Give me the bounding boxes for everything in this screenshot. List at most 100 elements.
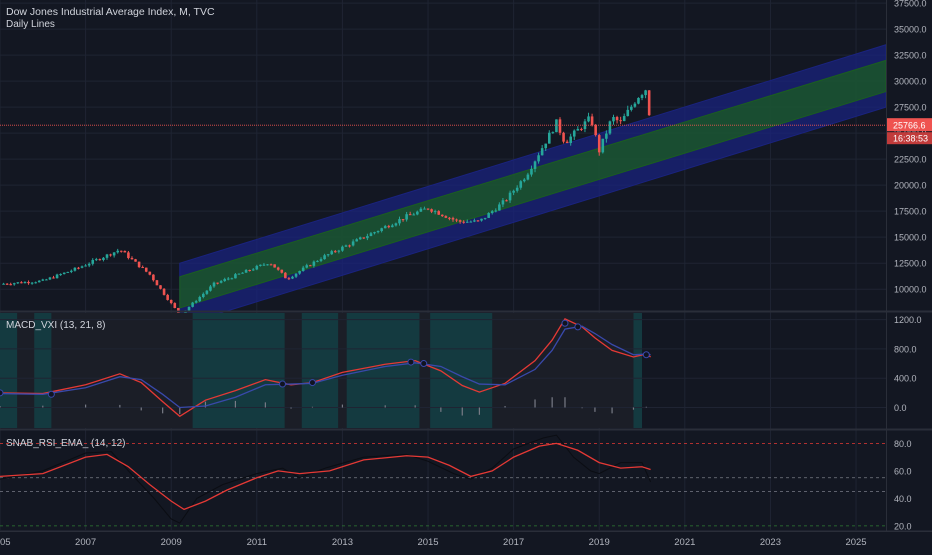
candle-body — [351, 241, 355, 246]
candle-body — [262, 264, 266, 266]
candle-body — [173, 303, 177, 308]
candle-body — [476, 220, 480, 222]
x-tick-label: 2025 — [845, 537, 866, 548]
candle-body — [405, 214, 408, 220]
candle-body — [383, 226, 387, 229]
macd-cross-marker — [308, 379, 316, 387]
candle-body — [362, 237, 366, 239]
macd-cross-marker — [0, 389, 4, 397]
candle-body — [191, 302, 194, 307]
candle-body — [419, 208, 423, 212]
candle-body — [444, 216, 448, 218]
rsi-y-tick-label: 20.0 — [894, 521, 912, 531]
candle-body — [84, 265, 87, 267]
candle-body — [341, 246, 344, 251]
candle-body — [301, 267, 305, 272]
candle-body — [394, 223, 398, 226]
candle-body — [391, 225, 394, 228]
candle-body — [547, 132, 551, 144]
candle-body — [62, 272, 66, 275]
candle-body — [119, 250, 123, 252]
candle-body — [230, 278, 234, 280]
candle-body — [216, 282, 219, 284]
candle-body — [205, 290, 209, 294]
candle-body — [408, 214, 412, 216]
candle-body — [473, 220, 476, 222]
candle-body — [633, 103, 637, 107]
macd-bull-shade — [192, 313, 285, 428]
macd-cross-marker — [642, 351, 650, 359]
candle-body — [433, 211, 437, 213]
candle-body — [12, 283, 16, 285]
candle-body — [187, 306, 191, 311]
candle-body — [91, 259, 95, 264]
candle-body — [276, 267, 280, 270]
candle-body — [130, 257, 134, 260]
overlay-label: Daily Lines — [6, 19, 55, 30]
candle-body — [241, 272, 244, 274]
candle-body — [512, 190, 515, 193]
candle-body — [48, 277, 52, 280]
candle-body — [505, 200, 508, 202]
macd-cross-marker — [420, 360, 428, 368]
macd-y-tick-label: 0.0 — [894, 403, 907, 413]
candle-body — [309, 265, 312, 267]
candle-body — [380, 228, 383, 232]
candle-body — [480, 218, 483, 221]
candle-body — [73, 267, 77, 271]
candle-body — [640, 95, 644, 98]
candle-body — [202, 293, 205, 297]
candle-body — [23, 282, 27, 284]
candle-body — [319, 259, 323, 261]
candle-body — [280, 269, 284, 273]
countdown-tag — [887, 132, 932, 145]
candle-body — [80, 266, 84, 268]
candle-body — [430, 209, 433, 212]
candle-body — [644, 90, 647, 96]
candle-body — [209, 286, 212, 291]
y-tick-label: 32500.0 — [894, 51, 927, 61]
candle-body — [562, 132, 565, 142]
candle-body — [544, 143, 548, 149]
macd-y-tick-label: 800.0 — [894, 344, 917, 354]
candle-body — [455, 219, 458, 221]
candle-body — [555, 119, 558, 133]
candle-body — [144, 267, 148, 272]
candle-body — [366, 236, 369, 239]
x-tick-label: 2015 — [417, 537, 438, 548]
candle-body — [41, 279, 45, 281]
candle-body — [255, 265, 259, 270]
candle-body — [498, 204, 501, 211]
candle-body — [34, 282, 37, 284]
candle-body — [490, 211, 494, 214]
macd-bull-shade — [633, 313, 643, 428]
candle-body — [565, 141, 569, 144]
macd-cross-marker — [278, 380, 286, 388]
y-tick-label: 30000.0 — [894, 77, 927, 87]
candle-body — [348, 245, 351, 247]
candle-body — [637, 97, 640, 104]
candle-body — [223, 279, 227, 282]
candle-body — [622, 116, 626, 122]
x-tick-label: 2005 — [0, 537, 11, 548]
candle-body — [540, 148, 544, 156]
candle-body — [569, 136, 572, 144]
candle-body — [127, 252, 130, 258]
candle-body — [630, 106, 633, 110]
candle-body — [20, 282, 23, 284]
candle-body — [287, 278, 291, 280]
countdown-label: 16:38:53 — [893, 134, 928, 144]
macd-indicator-title: MACD_VXI (13, 21, 8) — [6, 320, 106, 331]
x-tick-label: 2021 — [674, 537, 695, 548]
x-tick-label: 2017 — [503, 537, 524, 548]
rsi-y-tick-label: 60.0 — [894, 466, 912, 476]
candle-body — [494, 210, 498, 212]
candle-body — [212, 282, 216, 287]
candle-body — [259, 264, 262, 266]
candle-body — [465, 221, 469, 223]
candle-body — [87, 263, 91, 266]
y-tick-label: 12500.0 — [894, 259, 927, 269]
candle-body — [95, 259, 98, 261]
